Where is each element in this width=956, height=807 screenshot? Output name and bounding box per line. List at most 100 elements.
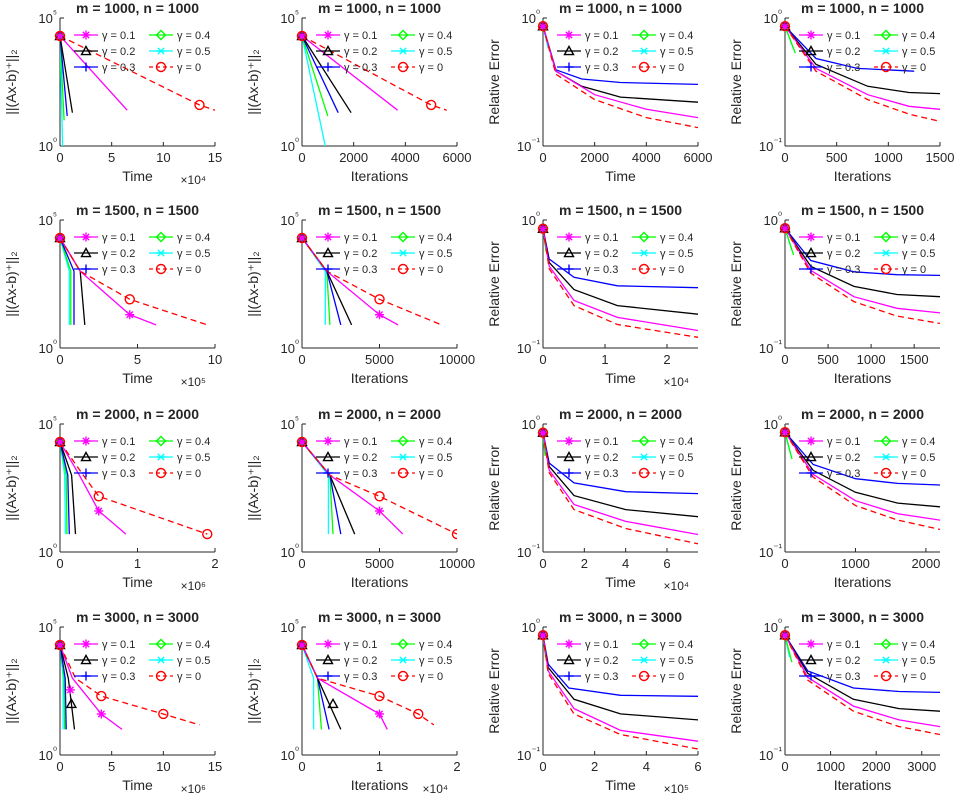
chart-6-start-marker-g01 — [297, 233, 307, 243]
chart-3-legend-marker-g01 — [564, 30, 574, 40]
chart-1-line-g03 — [60, 35, 68, 116]
chart-3-legend-marker-g02 — [563, 45, 575, 56]
chart-2-ytick-label-0-base: 10 — [281, 139, 295, 154]
chart-16-xtick-label-3: 3000 — [907, 759, 936, 774]
chart-16-legend-label-g05: γ = 0.5 — [902, 655, 935, 667]
chart-12-ytick-label-1-exp: ⁰ — [778, 415, 782, 426]
chart-7-ytick-label-1-base: 10 — [522, 213, 536, 228]
chart-15-legend: γ = 0.1 γ = 0.4 γ = 0.2 γ = 0.5 γ = 0.3 γ = 0 — [557, 638, 693, 683]
chart-9-start-marker-g0 — [54, 436, 66, 448]
chart-1-legend-label-g01: γ = 0.1 — [102, 30, 135, 42]
chart-8-legend-marker-g0-shape — [880, 263, 892, 275]
chart-16-legend-marker-g0-shape — [880, 670, 892, 682]
chart-8-legend-marker-g01 — [806, 232, 816, 242]
chart-2-line-g02 — [302, 35, 352, 114]
chart-1-x-exponent: ×10⁴ — [181, 173, 207, 187]
chart-12-ytick-label-0-exp: ⁻¹ — [773, 543, 782, 554]
chart-7-legend-label-g02: γ = 0.2 — [585, 248, 618, 260]
chart-11-legend-marker-g04-shape — [638, 435, 650, 447]
chart-16-ytick-label-0-exp: ⁻¹ — [773, 746, 782, 757]
chart-1-ytick-label-0-base: 10 — [39, 139, 53, 154]
chart-15-legend-marker-g02 — [563, 654, 575, 665]
chart-2-xtick-label-1: 2000 — [339, 150, 368, 165]
chart-13-series-group — [60, 644, 200, 730]
chart-3-start-marker-g0 — [537, 21, 549, 32]
chart-8-legend-marker-g04-shape — [880, 231, 892, 243]
chart-2-legend-marker-g04 — [397, 29, 409, 41]
chart-14-ytick-label-0-base: 10 — [281, 748, 295, 763]
chart-2-marker-g0-0 — [425, 99, 437, 111]
chart-11-xtick-label-2: 4 — [622, 556, 629, 571]
chart-3-line-g0 — [543, 26, 698, 129]
chart-13-legend-marker-g05 — [156, 656, 166, 664]
chart-12-start-marker-g0-shape — [779, 427, 791, 438]
chart-10-ytick-label-0: 10⁰ — [281, 543, 299, 560]
chart-12-legend-marker-g01 — [806, 436, 816, 446]
chart-1-marker-g0-0-shape — [194, 99, 205, 111]
chart-8-legend-label-g01: γ = 0.1 — [827, 232, 860, 244]
chart-10-xlabel: Iterations — [351, 574, 409, 590]
chart-2-series-group — [302, 35, 447, 146]
chart-7-xlabel: Time — [605, 370, 636, 386]
chart-6-title: m = 1500, n = 1500 — [318, 202, 441, 218]
chart-14-ytick-label-1-base: 10 — [280, 620, 294, 635]
chart-3-legend-label-g04: γ = 0.4 — [660, 30, 693, 42]
chart-9-legend-marker-g0-shape — [155, 467, 167, 479]
chart-9-legend-label-g05: γ = 0.5 — [177, 452, 210, 464]
chart-8-xlabel: Iterations — [834, 370, 892, 386]
chart-14-legend-marker-g0-shape — [397, 670, 409, 682]
chart-4-line-g03 — [785, 25, 915, 72]
chart-16-legend-marker-g02-shape — [805, 654, 817, 665]
chart-12-legend-marker-g03 — [806, 468, 816, 478]
chart-3-xtick-label-0: 0 — [539, 150, 546, 165]
chart-13-line-g01 — [60, 644, 123, 730]
chart-6-xtick-label-2: 10000 — [439, 352, 475, 367]
chart-11-legend-marker-g02 — [563, 451, 575, 462]
chart-6-marker-g0-0-shape — [374, 294, 385, 305]
chart-3-legend-marker-g03 — [564, 62, 574, 72]
chart-4-xtick-label-0: 0 — [781, 150, 788, 165]
chart-2-xtick-label-3: 6000 — [443, 150, 472, 165]
chart-1-legend-marker-g03 — [81, 62, 91, 72]
chart-15-xtick-label-0: 0 — [539, 759, 546, 774]
chart-4-ytick-label-0-base: 10 — [759, 139, 773, 154]
chart-6-line-g05 — [302, 237, 326, 325]
chart-5-legend-label-g04: γ = 0.4 — [177, 232, 210, 244]
chart-5-legend-label-g01: γ = 0.1 — [102, 232, 135, 244]
chart-3-ytick-label-0-base: 10 — [517, 139, 531, 154]
chart-9-ytick-label-1-exp: ⁵ — [53, 415, 57, 426]
chart-13-ytick-label-1: 10⁵ — [38, 618, 57, 635]
chart-1-line-g02 — [60, 35, 74, 113]
chart-16-series-group — [785, 634, 940, 736]
chart-3: m = 1000, n = 10000 2000 4000 600010⁻¹10⁰Ti… — [486, 0, 712, 184]
chart-2-legend-label-g0: γ = 0 — [419, 62, 443, 74]
chart-1-series-group — [60, 35, 215, 146]
chart-12-legend-marker-g02-shape — [805, 451, 817, 462]
chart-11-legend-marker-g0 — [638, 467, 650, 479]
chart-11-ylabel: Relative Error — [486, 445, 502, 531]
chart-7-legend: γ = 0.1 γ = 0.4 γ = 0.2 γ = 0.5 γ = 0.3 γ = 0 — [557, 231, 693, 276]
chart-15-ytick-label-1-base: 10 — [522, 620, 536, 635]
chart-10-legend-label-g02: γ = 0.2 — [344, 452, 377, 464]
chart-11-ytick-label-0: 10⁻¹ — [517, 543, 541, 560]
chart-1-legend-label-g05: γ = 0.5 — [177, 46, 210, 58]
chart-1-legend-label-g0: γ = 0 — [177, 62, 201, 74]
chart-11-legend-label-g03: γ = 0.3 — [585, 468, 618, 480]
chart-13-marker-g02-0-shape — [65, 697, 78, 709]
chart-2-line-g05 — [302, 35, 326, 146]
chart-12-legend-label-g05: γ = 0.5 — [902, 452, 935, 464]
chart-10-legend-marker-g0 — [397, 467, 409, 479]
chart-13-ytick-label-0: 10⁰ — [39, 746, 57, 763]
chart-7-ylabel: Relative Error — [486, 241, 502, 327]
chart-12-ytick-label-0-base: 10 — [759, 545, 773, 560]
chart-9-legend-label-g04: γ = 0.4 — [177, 436, 210, 448]
chart-6-line-g03 — [302, 237, 342, 326]
chart-16-legend-marker-g04-shape — [880, 638, 892, 650]
chart-8-ytick-label-0-exp: ⁻¹ — [773, 339, 782, 350]
chart-2-ylabel: ||(Ax-b)⁺||₂ — [245, 49, 261, 114]
chart-14-ytick-label-1-exp: ⁵ — [295, 618, 299, 629]
chart-10-ytick-label-1-exp: ⁵ — [295, 415, 299, 426]
chart-11-legend-marker-g01 — [564, 436, 574, 446]
